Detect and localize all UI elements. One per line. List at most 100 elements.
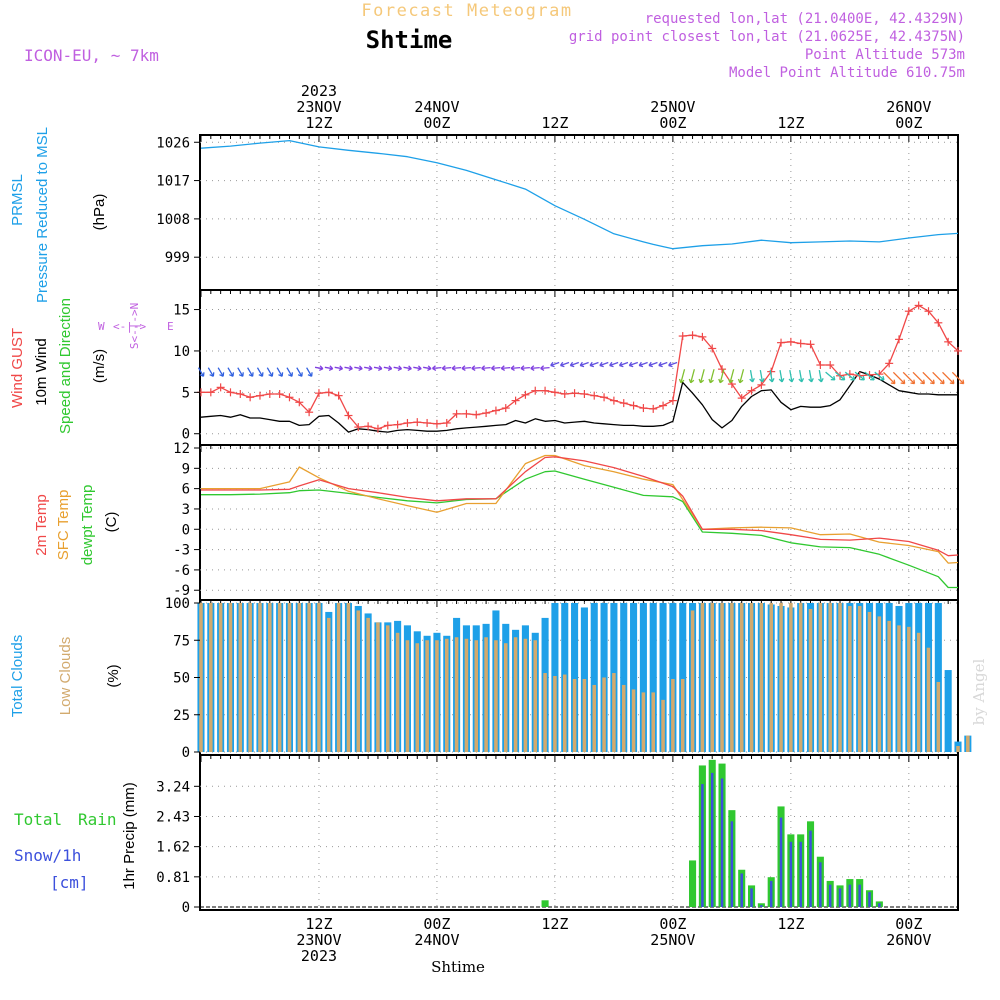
wind-direction-arrow	[266, 367, 273, 377]
time-label-bottom: 26NOV	[886, 931, 931, 949]
wind-arrow-head	[319, 365, 324, 370]
wind-direction-arrow	[874, 371, 885, 381]
wind-direction-arrow	[540, 366, 550, 370]
y-tick-label: 9	[182, 461, 190, 477]
wind-direction-arrow	[442, 366, 452, 370]
wind-arrow-head	[609, 364, 614, 368]
panel-frame	[199, 754, 959, 911]
time-label-top: 26NOV	[886, 98, 931, 116]
total-cloud-bar	[659, 603, 667, 752]
snow-bar	[858, 884, 861, 907]
wind-arrow-head	[791, 378, 795, 383]
low-cloud-bar	[346, 603, 351, 752]
wind-direction-arrow	[648, 361, 658, 367]
wind-arrow-head	[417, 365, 422, 370]
low-cloud-bar	[651, 692, 655, 752]
snow-label: Snow/1h	[14, 846, 81, 865]
time-label-top: 12Z	[305, 114, 332, 132]
wind-direction-arrow	[922, 371, 935, 385]
wind-arrow-head	[932, 379, 935, 384]
time-label-top: 00Z	[895, 114, 922, 132]
wind-arrow-head	[680, 379, 685, 384]
time-label-top: 25NOV	[650, 98, 695, 116]
low-cloud-bar	[838, 603, 842, 752]
y-tick-label: 0	[182, 900, 190, 916]
footer-location: Shtime	[431, 958, 485, 976]
y-tick-label: 999	[165, 250, 190, 266]
wind-direction-arrow	[481, 366, 491, 370]
time-label-top: 00Z	[423, 114, 450, 132]
low-cloud-bar	[897, 625, 901, 752]
wind-direction-arrow	[808, 369, 813, 383]
wind-arrow-head	[658, 364, 663, 368]
time-label-bottom: 2023	[301, 947, 337, 965]
wind-direction-arrow	[769, 369, 773, 383]
wind-arrow-head	[461, 367, 466, 372]
wind-direction-arrow	[668, 361, 678, 367]
snow-bar	[828, 884, 832, 907]
wind-direction-arrow	[296, 367, 303, 377]
wind-direction-arrow	[403, 366, 412, 370]
low-cloud-bar	[739, 603, 744, 752]
wind-arrow-head	[638, 364, 644, 368]
snow-bar	[799, 841, 802, 907]
time-label-bottom: 12Z	[305, 915, 332, 933]
snow-bar	[750, 888, 753, 907]
wind-arrow-head	[843, 375, 846, 381]
wind-direction-arrow	[854, 371, 865, 381]
wind-direction-arrow	[334, 366, 343, 370]
low-cloud-bar	[533, 640, 538, 752]
wind-direction-arrow	[237, 367, 244, 377]
wind-arrow-head	[923, 379, 925, 384]
time-label-bottom: 24NOV	[414, 931, 459, 949]
wind-direction-arrow	[942, 371, 955, 385]
wind-gust-label: Wind GUST	[9, 328, 26, 408]
low-cloud-bar	[287, 603, 292, 752]
total-cloud-bar	[590, 603, 598, 752]
wind-arrow-head	[432, 367, 437, 372]
wind-arrow-head	[719, 379, 724, 384]
wind-direction-arrow	[599, 361, 609, 367]
wind-direction-arrow	[570, 361, 580, 367]
pressure-unit-label: (hPa)	[91, 194, 108, 231]
wind-direction-arrow	[825, 371, 836, 381]
snow-bar	[779, 817, 783, 907]
temp-sfc-label: SFC Temp	[55, 490, 72, 561]
wind-direction-arrow	[892, 371, 906, 385]
wind-arrow-head	[862, 375, 865, 381]
y-tick-label: 5	[182, 385, 190, 401]
total-clouds-label: Total Clouds	[9, 635, 26, 718]
low-cloud-bar	[395, 632, 400, 752]
wind-direction-arrow	[511, 366, 521, 370]
snow-bar	[878, 903, 881, 907]
low-cloud-bar	[641, 692, 646, 752]
low-clouds-label: Low Clouds	[57, 637, 74, 715]
total-cloud-bar	[620, 603, 628, 752]
low-cloud-bar	[936, 681, 941, 752]
low-cloud-bar	[867, 611, 872, 752]
low-cloud-bar	[317, 603, 321, 752]
low-cloud-bar	[562, 674, 567, 752]
y-tick-label: -3	[173, 543, 190, 559]
low-cloud-bar	[572, 678, 577, 752]
low-cloud-bar	[877, 616, 882, 752]
wind-direction-arrow	[789, 369, 793, 383]
wind-arrow-head	[570, 364, 575, 368]
low-cloud-bar	[553, 676, 557, 752]
dewpoint-line	[201, 470, 958, 589]
grid-point-coords: grid point closest lon,lat (21.0625E, 42…	[569, 29, 965, 45]
y-tick-label: -6	[173, 563, 190, 579]
wind-direction-arrow	[749, 369, 754, 383]
wind-direction-arrow	[373, 366, 383, 370]
wind-direction-arrow	[864, 371, 875, 381]
rain-bar	[689, 860, 697, 907]
axis-labels: 999100810171026051015-9-6-30369120255075…	[156, 82, 931, 965]
wind-direction-arrow	[699, 369, 705, 383]
y-tick-label: 2.43	[156, 809, 190, 825]
wind-arrow-head	[329, 365, 334, 370]
low-cloud-bar	[218, 603, 223, 752]
low-cloud-bar	[464, 638, 469, 752]
super-title: Forecast Meteogram	[361, 1, 572, 21]
wind-direction-arrow	[609, 361, 619, 367]
